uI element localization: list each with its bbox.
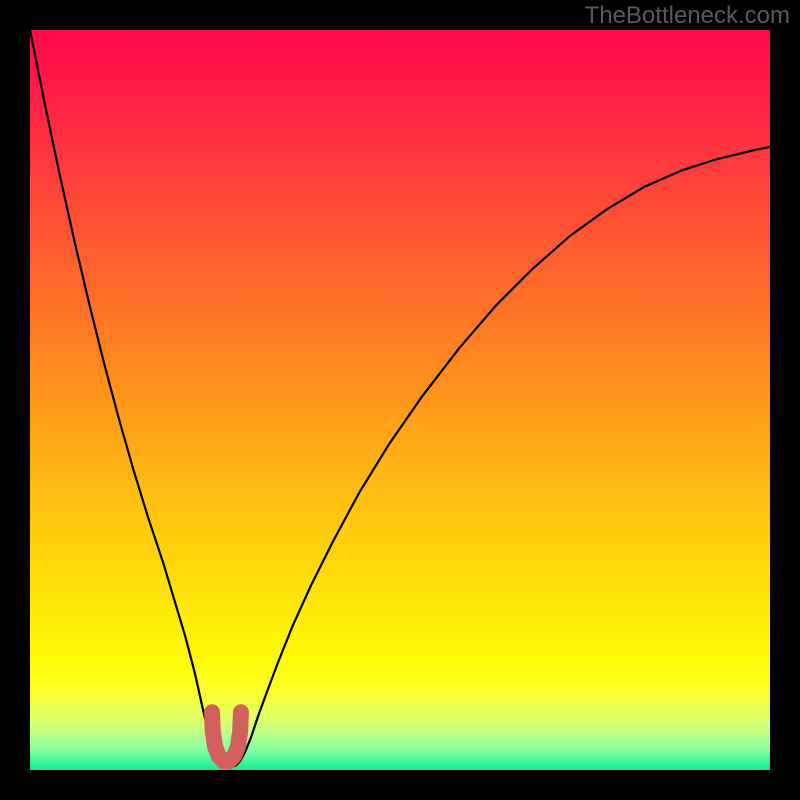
gradient-panel bbox=[30, 30, 770, 770]
bottleneck-chart bbox=[0, 0, 800, 800]
watermark-text: TheBottleneck.com bbox=[585, 2, 790, 30]
chart-stage: TheBottleneck.com bbox=[0, 0, 800, 800]
